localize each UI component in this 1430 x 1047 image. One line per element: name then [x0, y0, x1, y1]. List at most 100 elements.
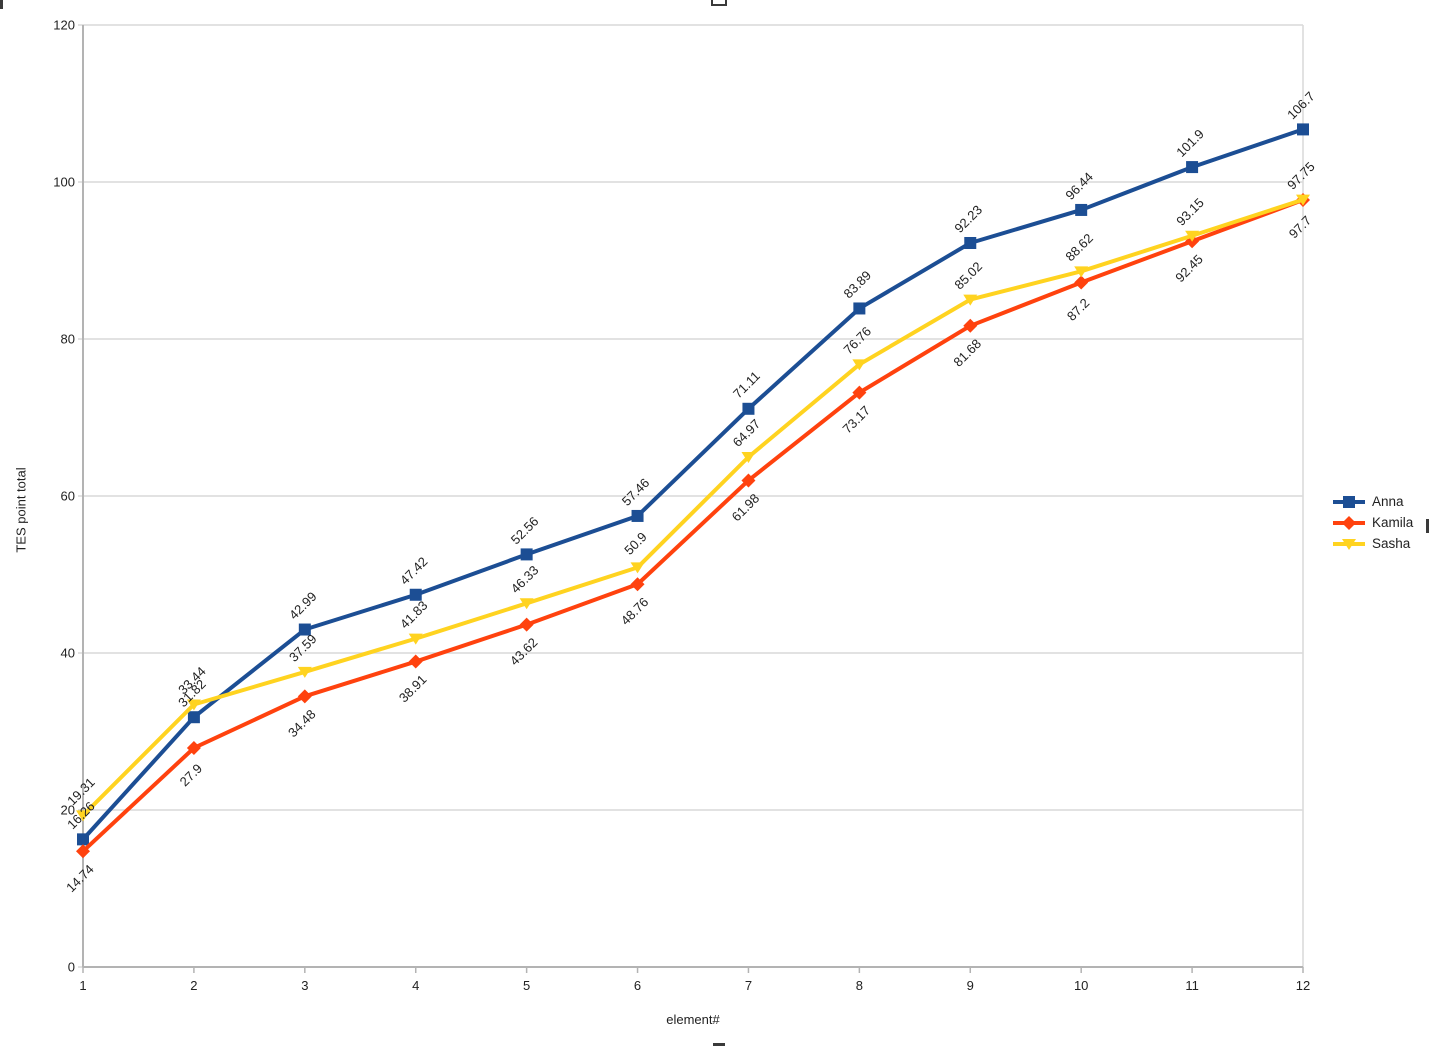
- data-point-kamila-1[interactable]: [76, 844, 90, 859]
- legend-symbol-kamila[interactable]: [1342, 515, 1356, 530]
- data-label-kamila-10: 87.2: [1064, 295, 1093, 324]
- data-point-kamila-6[interactable]: [630, 577, 645, 592]
- data-label-sasha-6: 50.9: [621, 529, 650, 558]
- data-point-anna-3[interactable]: [298, 623, 311, 636]
- data-label-sasha-12: 97.75: [1284, 159, 1318, 193]
- y-tick-label-20: 20: [61, 803, 75, 818]
- data-label-kamila-11: 92.45: [1172, 251, 1206, 285]
- x-tick-label-3: 3: [301, 978, 308, 993]
- data-label-kamila-2: 27.9: [177, 761, 206, 790]
- data-point-anna-10[interactable]: [1075, 203, 1088, 216]
- data-label-kamila-3: 34.48: [285, 707, 319, 741]
- x-tick-label-7: 7: [745, 978, 752, 993]
- data-label-sasha-9: 85.02: [951, 259, 985, 293]
- selection-handle-right-middle[interactable]: [1426, 519, 1429, 533]
- data-label-kamila-1: 14.74: [63, 861, 97, 895]
- data-label-anna-4: 47.42: [397, 554, 431, 588]
- data-label-anna-12: 106.7: [1284, 89, 1318, 123]
- data-point-sasha-11[interactable]: [1185, 230, 1200, 242]
- data-point-sasha-4[interactable]: [408, 633, 423, 645]
- x-tick-label-2: 2: [190, 978, 197, 993]
- data-label-anna-6: 57.46: [619, 475, 653, 509]
- x-axis-title: element#: [666, 1012, 720, 1027]
- data-point-anna-8[interactable]: [853, 302, 866, 315]
- data-point-anna-1[interactable]: [77, 833, 89, 846]
- legend-marker-anna-icon: [1333, 495, 1365, 508]
- legend-marker-kamila-icon: [1333, 515, 1365, 530]
- selection-handle-bottom-center[interactable]: [713, 1043, 725, 1046]
- y-tick-label-100: 100: [53, 175, 75, 190]
- x-tick-label-6: 6: [634, 978, 641, 993]
- data-point-kamila-7[interactable]: [741, 473, 756, 488]
- data-label-anna-10: 96.44: [1062, 169, 1096, 203]
- data-point-kamila-8[interactable]: [852, 385, 867, 400]
- data-point-kamila-2[interactable]: [186, 740, 201, 755]
- legend-item-anna[interactable]: Anna: [1332, 491, 1413, 512]
- data-point-anna-4[interactable]: [409, 588, 422, 601]
- data-label-kamila-5: 43.62: [507, 635, 541, 669]
- data-point-kamila-5[interactable]: [519, 617, 534, 632]
- legend: Anna Kamila Sasha: [1332, 491, 1413, 554]
- x-tick-label-5: 5: [523, 978, 530, 993]
- data-label-kamila-9: 81.68: [950, 336, 984, 370]
- data-point-anna-7[interactable]: [742, 402, 755, 415]
- data-label-kamila-4: 38.91: [396, 672, 430, 706]
- data-point-sasha-7[interactable]: [741, 451, 756, 463]
- legend-marker-sasha-icon: [1333, 538, 1365, 550]
- data-point-sasha-12[interactable]: [1296, 194, 1310, 206]
- data-point-anna-12[interactable]: [1297, 123, 1309, 136]
- data-point-sasha-8[interactable]: [852, 359, 867, 371]
- series-line-anna[interactable]: [81, 127, 1304, 841]
- data-point-sasha-10[interactable]: [1074, 266, 1089, 278]
- selection-handle-top-left[interactable]: [0, 0, 3, 9]
- legend-item-sasha[interactable]: Sasha: [1332, 533, 1413, 554]
- series-line-sasha[interactable]: [81, 197, 1304, 817]
- data-label-sasha-3: 37.59: [286, 631, 320, 665]
- legend-symbol-anna[interactable]: [1343, 495, 1355, 508]
- data-point-anna-6[interactable]: [631, 509, 644, 522]
- x-tick-label-12: 12: [1296, 978, 1310, 993]
- legend-label-sasha: Sasha: [1372, 536, 1411, 551]
- data-point-anna-11[interactable]: [1186, 161, 1199, 174]
- legend-symbol-sasha[interactable]: [1342, 538, 1356, 550]
- data-label-sasha-5: 46.33: [508, 562, 542, 596]
- data-point-anna-5[interactable]: [520, 548, 533, 561]
- data-label-anna-3: 42.99: [286, 589, 320, 623]
- data-label-kamila-8: 73.17: [840, 403, 874, 437]
- data-point-sasha-5[interactable]: [519, 598, 534, 610]
- legend-label-kamila: Kamila: [1372, 515, 1414, 530]
- x-tick-label-10: 10: [1074, 978, 1088, 993]
- data-label-kamila-12: 97.7: [1286, 213, 1315, 242]
- legend-item-kamila[interactable]: Kamila: [1332, 512, 1413, 533]
- y-tick-label-120: 120: [53, 18, 75, 33]
- y-tick-label-40: 40: [61, 646, 75, 661]
- data-label-sasha-4: 41.83: [397, 598, 431, 632]
- x-tick-label-1: 1: [79, 978, 86, 993]
- data-label-sasha-11: 93.15: [1173, 195, 1207, 229]
- data-point-sasha-1[interactable]: [76, 810, 90, 822]
- data-point-anna-9[interactable]: [964, 236, 977, 249]
- data-point-kamila-4[interactable]: [408, 654, 423, 669]
- data-label-anna-8: 83.89: [841, 268, 875, 302]
- x-tick-label-9: 9: [967, 978, 974, 993]
- y-tick-label-60: 60: [61, 489, 75, 504]
- data-label-anna-11: 101.9: [1173, 126, 1207, 160]
- data-point-sasha-2[interactable]: [186, 699, 201, 711]
- legend-label-anna: Anna: [1372, 494, 1404, 509]
- data-point-kamila-3[interactable]: [297, 689, 312, 704]
- data-point-sasha-3[interactable]: [297, 666, 312, 678]
- data-point-kamila-9[interactable]: [963, 318, 978, 333]
- data-point-anna-2[interactable]: [187, 711, 200, 724]
- data-point-sasha-9[interactable]: [963, 294, 978, 306]
- data-point-sasha-6[interactable]: [630, 562, 645, 574]
- y-tick-label-0: 0: [68, 960, 75, 975]
- data-label-anna-5: 52.56: [508, 514, 542, 548]
- series-line-kamila[interactable]: [81, 198, 1304, 853]
- data-point-kamila-10[interactable]: [1074, 275, 1089, 290]
- y-axis-title: TES point total: [13, 467, 29, 553]
- selection-handle-top-center[interactable]: [711, 0, 727, 6]
- data-label-kamila-6: 48.76: [618, 594, 652, 628]
- x-tick-label-8: 8: [856, 978, 863, 993]
